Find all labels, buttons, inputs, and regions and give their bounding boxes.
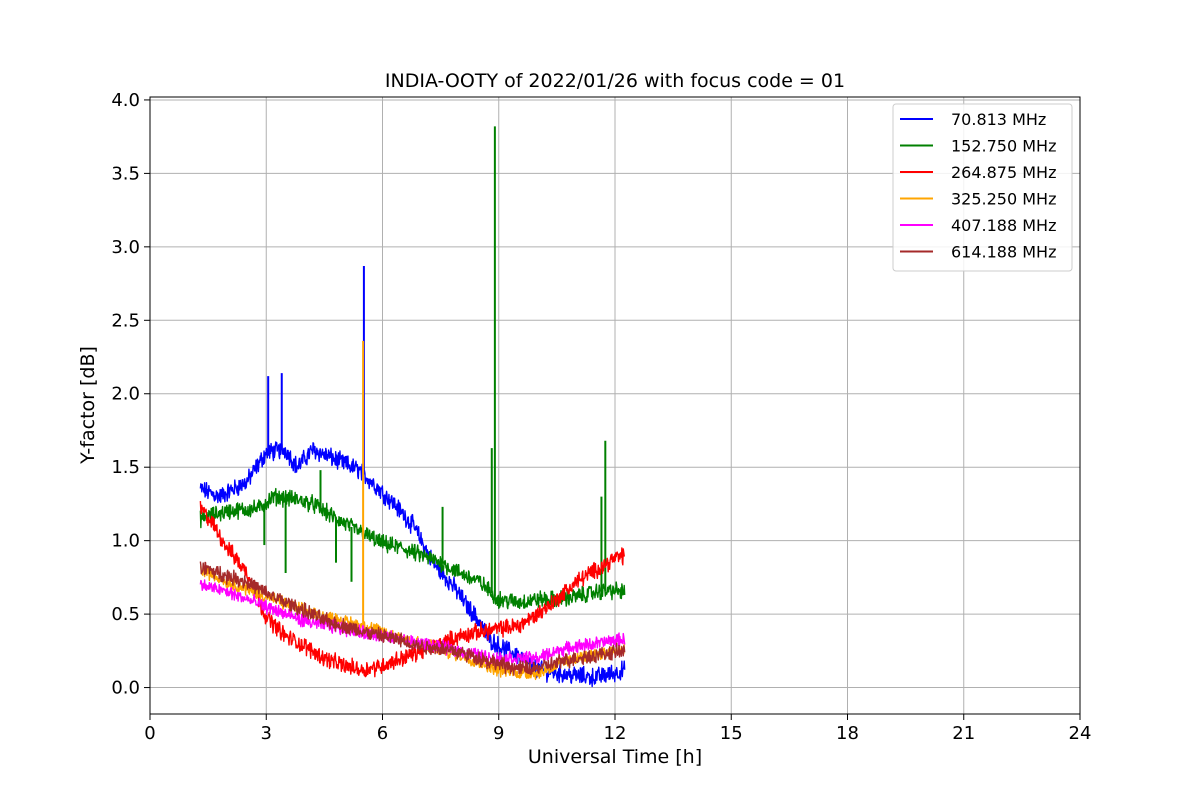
legend-entry: 407.188 MHz [900,216,1056,235]
legend-entry: 325.250 MHz [900,190,1056,209]
x-tick-label: 12 [604,723,627,744]
y-tick-label: 1.5 [111,457,140,478]
legend: 70.813 MHz 152.750 MHz 264.875 MHz 325.250 … [892,103,1073,272]
y-tick-label: 2.5 [111,310,140,331]
y-axis-ticks: 0.0 0.5 1.0 1.5 2.0 2.5 3.0 3.5 4.0 [111,90,150,699]
series-layer [199,126,626,688]
x-tick-label: 6 [377,723,388,744]
series-line [199,441,626,688]
series-2 [199,501,626,678]
x-tick-label: 24 [1069,723,1092,744]
series-line [199,561,626,676]
y-tick-label: 0.0 [111,678,140,699]
y-axis-label: Y-factor [dB] [77,346,99,465]
series-line [199,501,626,678]
y-tick-label: 2.0 [111,384,140,405]
x-tick-label: 0 [144,723,155,744]
legend-label: 70.813 MHz [951,110,1046,129]
y-tick-label: 4.0 [111,90,140,111]
x-axis-label: Universal Time [h] [528,746,702,768]
legend-label: 325.250 MHz [951,190,1056,209]
legend-entry: 152.750 MHz [900,137,1056,156]
series-1 [199,126,626,610]
legend-label: 614.188 MHz [951,243,1056,262]
y-tick-label: 3.5 [111,163,140,184]
legend-entry: 614.188 MHz [900,243,1056,262]
legend-label: 407.188 MHz [951,216,1056,235]
series-4 [199,579,626,666]
series-line [199,487,626,610]
y-tick-label: 1.0 [111,531,140,552]
legend-label: 152.750 MHz [951,137,1056,156]
legend-box [892,103,1073,272]
x-axis-ticks: 0 3 6 9 12 15 18 21 24 [144,714,1091,744]
series-line [199,579,626,666]
y-tick-label: 3.0 [111,237,140,258]
x-tick-label: 3 [261,723,272,744]
plot-area [199,126,626,688]
legend-entry: 264.875 MHz [900,163,1056,182]
x-tick-label: 9 [493,723,504,744]
legend-entry: 70.813 MHz [900,110,1046,129]
x-tick-label: 18 [836,723,859,744]
chart-title: INDIA-OOTY of 2022/01/26 with focus code… [385,70,845,92]
x-tick-label: 15 [720,723,743,744]
x-tick-label: 21 [952,723,975,744]
y-tick-label: 0.5 [111,604,140,625]
legend-label: 264.875 MHz [951,163,1056,182]
series-5 [199,561,626,676]
